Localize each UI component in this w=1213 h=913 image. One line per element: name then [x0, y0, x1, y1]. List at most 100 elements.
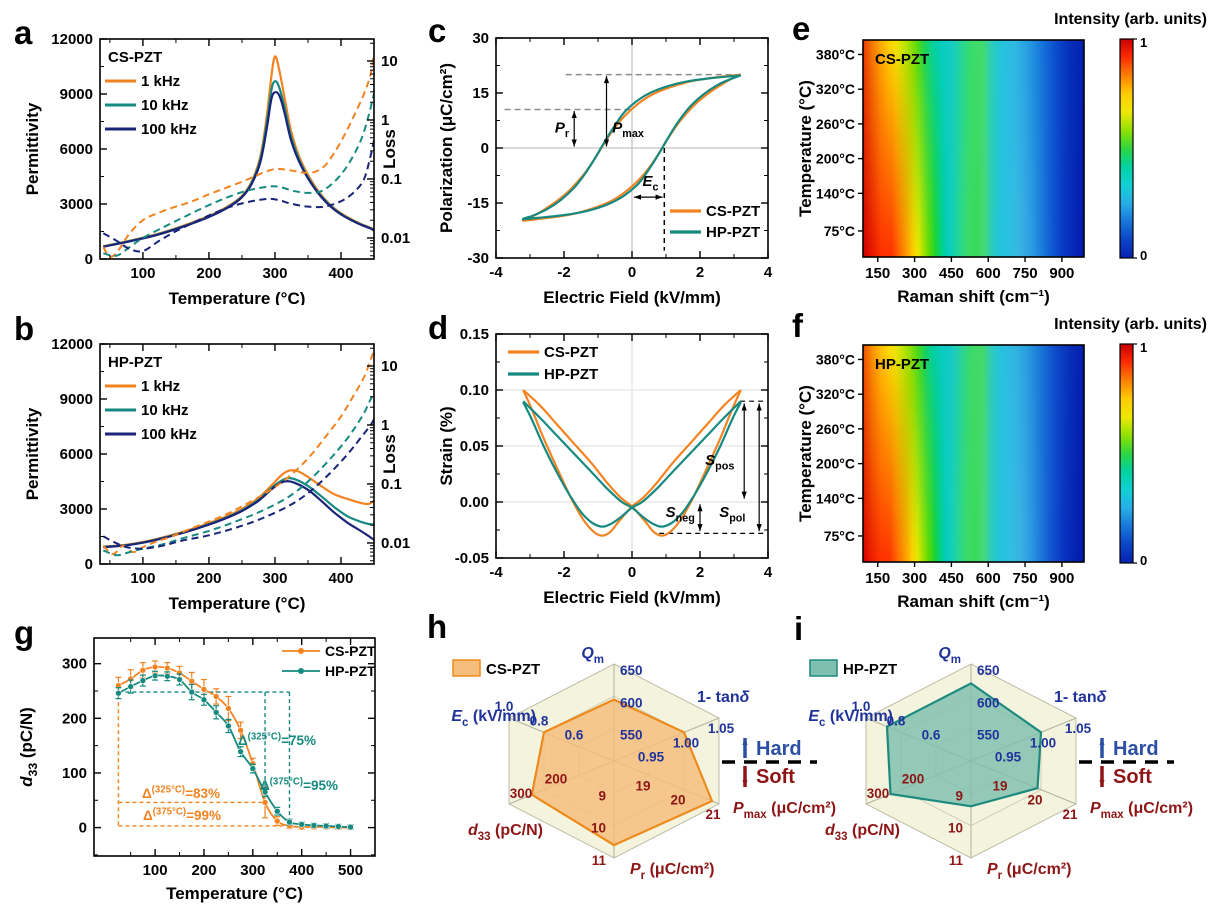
loss-curve-100 kHz [102, 418, 375, 550]
svg-text:10: 10 [948, 821, 963, 836]
svg-text:600: 600 [976, 570, 1001, 587]
svg-text:0.1: 0.1 [381, 171, 402, 188]
svg-text:3000: 3000 [60, 196, 93, 213]
radar-axis-title: Ec (kV/mm) [808, 708, 893, 729]
y2-axis-title: Loss [380, 434, 399, 474]
panel-h-letter: h [427, 608, 448, 645]
svg-text:320°C: 320°C [816, 386, 855, 402]
radar-axis-title: Ec (kV/mm) [451, 708, 536, 729]
svg-text:260°C: 260°C [816, 116, 855, 132]
x-axis-title: Raman shift (cm⁻¹) [897, 287, 1050, 306]
svg-text:-2: -2 [557, 564, 570, 581]
colorbar [1119, 343, 1134, 564]
svg-text:11: 11 [592, 853, 607, 868]
legend-entry: CS-PZT [544, 344, 598, 361]
panel-b: 100 200 300 400 0 3000 6000 9000 12000 10 1 0.1 0.01… [0, 305, 410, 613]
svg-text:1.00: 1.00 [673, 735, 699, 750]
panel-e-letter: e [792, 10, 811, 47]
svg-text:140°C: 140°C [816, 490, 855, 506]
delta-annotation: Δ(325°C)=83% [142, 784, 220, 801]
svg-text:0: 0 [1140, 248, 1147, 263]
y-axis-title: Strain (%) [437, 406, 456, 485]
radar-axis-title: Pr (μC/cm²) [630, 861, 715, 882]
panel-e: 150 300 450 600 750 900 75°C 140°C 200°C 260°C 320… [796, 11, 1207, 306]
svg-text:0.00: 0.00 [460, 494, 489, 511]
panel-h-i-charts: 550 600 650 0.95 1.00 1.05 19 20 21 9 10 11 200 300 0.… [451, 645, 1193, 882]
svg-text:400: 400 [328, 265, 353, 282]
legend-title: HP-PZT [108, 354, 162, 371]
svg-text:0.8: 0.8 [530, 713, 549, 728]
svg-text:10: 10 [381, 53, 398, 70]
soft-label: Soft [1113, 766, 1152, 788]
panel-g-chart: Δ(325°C)=75% Δ(375°C)=95% Δ(325°C)=83% Δ(37… [17, 637, 376, 903]
strain-curve-cs-0 [522, 389, 742, 537]
svg-text:0: 0 [85, 251, 93, 268]
legend-entry: HP-PZT [325, 663, 376, 679]
svg-text:0.05: 0.05 [460, 438, 489, 455]
panel-c: Pr Pmax Ec -4 -2 0 2 4 -30 -15 0 15 30 Electric Field… [437, 30, 773, 307]
svg-text:200: 200 [545, 772, 568, 787]
svg-text:260°C: 260°C [816, 421, 855, 437]
svg-text:0.6: 0.6 [565, 728, 584, 743]
spos-annotation: Spos [705, 452, 734, 473]
svg-text:0: 0 [481, 140, 489, 157]
svg-text:21: 21 [1062, 807, 1078, 822]
svg-text:4: 4 [764, 264, 773, 281]
legend-title: CS-PZT [108, 49, 162, 66]
svg-text:-15: -15 [467, 195, 489, 212]
svg-text:450: 450 [939, 570, 964, 587]
panel-d-letter: d [428, 309, 449, 346]
svg-text:-2: -2 [557, 264, 570, 281]
legend-swatch [452, 659, 481, 677]
x-axis-title: Temperature (°C) [169, 594, 306, 613]
legend-entry: HP-PZT [706, 224, 760, 241]
svg-text:1: 1 [1140, 340, 1147, 355]
panel-a: 100 200 300 400 0 3000 6000 9000 12000 10 1 0.1 0.01… [0, 0, 410, 308]
svg-text:0: 0 [628, 264, 636, 281]
svg-text:300: 300 [262, 265, 287, 282]
svg-text:380°C: 380°C [816, 351, 855, 367]
svg-text:300: 300 [262, 570, 287, 587]
panel-g: Δ(325°C)=75% Δ(375°C)=95% Δ(325°C)=83% Δ(37… [17, 637, 376, 903]
legend-entry: 10 kHz [141, 97, 189, 114]
svg-text:1.0: 1.0 [495, 699, 514, 714]
y-axis-title: Polarization (μC/cm²) [437, 63, 456, 233]
panel-b-chart: 100 200 300 400 0 3000 6000 9000 12000 10 1 0.1 0.01… [0, 305, 410, 613]
svg-text:900: 900 [1049, 570, 1074, 587]
x-axis-title: Temperature (°C) [169, 289, 306, 308]
svg-text:550: 550 [620, 728, 643, 743]
svg-text:6000: 6000 [60, 446, 93, 463]
legend-swatch [809, 659, 838, 677]
panel-f-letter: f [792, 307, 803, 344]
svg-text:10: 10 [381, 358, 398, 375]
ec-annotation: Ec [642, 173, 658, 194]
svg-text:4: 4 [764, 564, 773, 581]
panel-a-chart: 100 200 300 400 0 3000 6000 9000 12000 10 1 0.1 0.01… [0, 0, 410, 308]
svg-text:450: 450 [939, 265, 964, 282]
radar-axis-title: Qm [938, 645, 961, 666]
permittivity-curve-100 kHz [103, 479, 375, 549]
svg-text:100: 100 [130, 265, 155, 282]
svg-text:-0.05: -0.05 [455, 550, 489, 567]
d33-curve-hp [117, 674, 351, 828]
svg-text:300: 300 [510, 786, 533, 801]
loss-curve-1 kHz [102, 52, 375, 258]
hard-label: Hard [756, 738, 802, 760]
svg-text:300: 300 [240, 862, 265, 879]
svg-text:0: 0 [85, 556, 93, 573]
svg-text:200: 200 [196, 570, 221, 587]
svg-text:200: 200 [902, 772, 925, 787]
svg-text:0.1: 0.1 [381, 476, 402, 493]
y-axis-title: Temperature (°C) [796, 385, 815, 522]
colorbar-title: Intensity (arb. units) [1054, 316, 1207, 333]
svg-text:150: 150 [865, 265, 890, 282]
spol-annotation: Spol [719, 504, 745, 525]
panel-c-chart: Pr Pmax Ec -4 -2 0 2 4 -30 -15 0 15 30 Electric Field… [437, 30, 773, 307]
x-axis-title: Temperature (°C) [166, 884, 303, 903]
panel-e-chart: 150 300 450 600 750 900 75°C 140°C 200°C 260°C 320… [796, 11, 1207, 306]
legend-entry: 1 kHz [141, 378, 180, 395]
svg-text:0.95: 0.95 [638, 750, 665, 765]
svg-text:12000: 12000 [51, 31, 93, 48]
svg-text:400: 400 [328, 570, 353, 587]
